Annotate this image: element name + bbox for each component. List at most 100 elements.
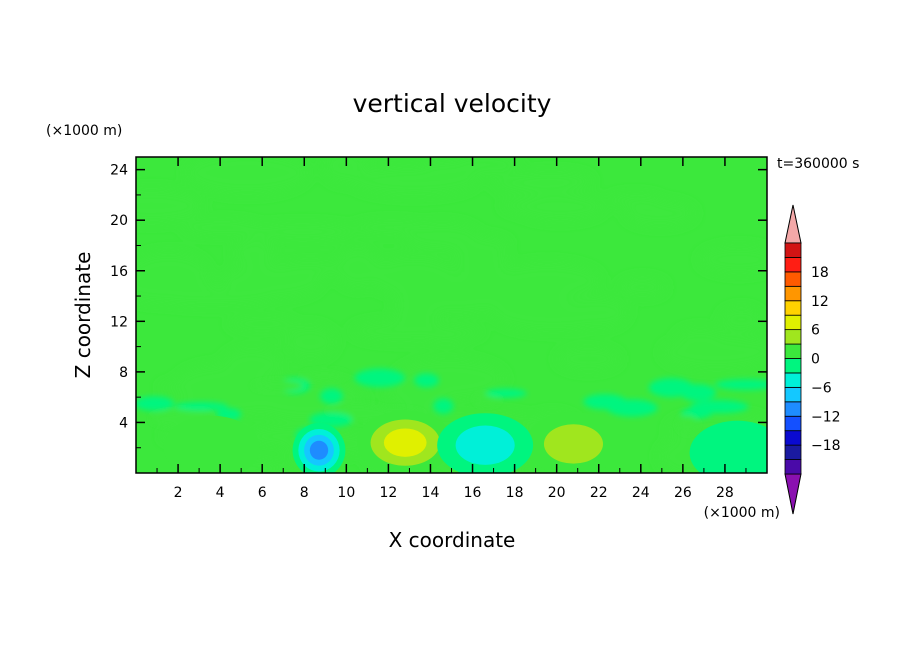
patch — [249, 223, 357, 240]
y-tick-label: 20 — [110, 213, 128, 229]
patch — [485, 388, 527, 398]
colorbar-swatch — [784, 444, 802, 460]
patch — [393, 279, 513, 315]
colorbar-label: 18 — [811, 265, 829, 281]
colorbar-label: −6 — [811, 380, 832, 396]
patch — [719, 307, 764, 332]
colorbar-swatch — [784, 257, 802, 273]
colorbar-label: −18 — [811, 438, 841, 454]
x-tick-label: 2 — [174, 485, 183, 501]
y-tick-label: 12 — [110, 314, 128, 330]
patch — [354, 368, 405, 388]
colorbar-label: 12 — [811, 294, 829, 310]
y-ticks: 4 8 12 16 20 24 — [110, 163, 767, 449]
patch — [353, 221, 430, 235]
x-tick-label: 24 — [632, 485, 650, 501]
colorbar-swatch — [784, 285, 802, 302]
patch — [699, 245, 767, 274]
patch — [618, 277, 667, 297]
updraft-cell — [357, 410, 454, 473]
contour-level — [309, 440, 329, 460]
x-tick-label: 18 — [506, 485, 524, 501]
patch — [624, 200, 696, 227]
y-tick-label: 16 — [110, 264, 128, 280]
patch — [350, 165, 478, 196]
y-axis-label: Z coordinate — [71, 252, 95, 379]
patch — [606, 399, 658, 417]
updraft-cell — [163, 415, 260, 473]
colorbar-label: 6 — [811, 323, 820, 339]
colorbar-swatch — [784, 372, 802, 388]
x-axis-label: X coordinate — [389, 528, 516, 552]
patch — [181, 220, 263, 236]
patch — [501, 197, 603, 215]
patch — [301, 370, 348, 380]
patch — [491, 176, 568, 193]
downdraft-cell — [689, 420, 767, 473]
patch — [433, 398, 454, 414]
colorbar-swatch — [784, 300, 802, 316]
patch — [218, 162, 267, 176]
patch — [680, 384, 716, 402]
x-tick-label: 10 — [337, 485, 355, 501]
x-tick-label: 26 — [674, 485, 692, 501]
patch — [493, 262, 602, 300]
x-tick-label: 12 — [379, 485, 397, 501]
x-tick-label: 8 — [300, 485, 309, 501]
downdraft-cell — [437, 413, 534, 473]
time-label: t=360000 s — [777, 156, 859, 172]
patch — [174, 364, 268, 408]
colorbar-swatch — [784, 386, 802, 403]
colorbar-under-arrow — [784, 473, 802, 515]
patch — [321, 157, 368, 184]
patch — [136, 251, 210, 296]
patch — [284, 324, 337, 360]
x-tick-label: 6 — [258, 485, 267, 501]
patch — [707, 338, 767, 361]
colorbar-swatch — [784, 329, 802, 345]
x-tick-label: 14 — [422, 485, 440, 501]
updraft-cell — [525, 411, 622, 473]
patch — [320, 388, 343, 404]
patch — [184, 157, 310, 195]
colorbar-label: 0 — [811, 352, 820, 368]
patch — [394, 358, 506, 400]
patch — [439, 235, 511, 255]
patch — [136, 396, 175, 411]
y-unit-label: (×1000 m) — [46, 123, 122, 139]
colorbar-swatch — [784, 343, 802, 359]
x-tick-label: 4 — [216, 485, 225, 501]
colorbar-swatch — [784, 242, 802, 258]
colorbar-swatch — [784, 430, 802, 446]
patch — [174, 402, 228, 411]
patch — [677, 415, 698, 434]
colorbar-swatch — [784, 415, 802, 432]
colorbar-swatch — [784, 314, 802, 331]
contour-level — [455, 425, 515, 465]
colorbar-swatch — [784, 459, 802, 475]
contour-level — [689, 420, 767, 473]
contour-level — [543, 424, 604, 464]
colorbar-over-arrow — [784, 204, 802, 244]
contour-level — [163, 415, 260, 473]
patch — [275, 259, 345, 277]
y-tick-label: 4 — [119, 415, 128, 431]
colorbar-swatch — [784, 358, 802, 374]
patch — [252, 380, 304, 391]
x-unit-label: (×1000 m) — [704, 505, 780, 521]
chart-title: vertical velocity — [353, 89, 552, 118]
x-tick-label: 22 — [590, 485, 608, 501]
patch — [715, 379, 767, 390]
x-tick-label: 20 — [548, 485, 566, 501]
patch — [567, 296, 629, 329]
x-ticks: 2 4 6 8 10 12 14 16 18 20 22 24 26 28 — [156, 157, 747, 501]
x-tick-label: 28 — [716, 485, 734, 501]
y-tick-label: 8 — [119, 365, 128, 381]
y-tick-label: 24 — [110, 163, 128, 179]
colorbar: 18 12 6 0 −6 −12 −18 — [784, 204, 841, 515]
contour-field — [136, 157, 767, 473]
patch — [228, 317, 297, 331]
colorbar-swatch — [784, 401, 802, 417]
patch — [414, 373, 439, 388]
